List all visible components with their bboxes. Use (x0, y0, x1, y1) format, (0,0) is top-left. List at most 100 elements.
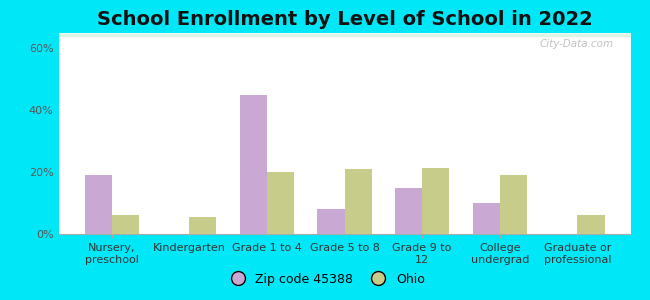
Bar (58, 34, 630, 36)
Bar (58, 34, 630, 36)
Bar (58, 34, 630, 36)
Bar (58, 34, 630, 37)
Bar (58, 34, 630, 36)
Bar (58, 34, 630, 35)
Bar (84, 175, 112, 234)
Bar (58, 33, 630, 35)
Bar (58, 35, 630, 37)
Bar (58, 34, 630, 36)
Bar (58, 34, 630, 36)
Bar (58, 34, 630, 36)
Bar (58, 33, 630, 35)
Bar (58, 34, 630, 36)
Bar (317, 209, 344, 234)
Bar (58, 34, 630, 37)
Bar (58, 34, 630, 36)
Bar (58, 34, 630, 36)
Bar (58, 34, 630, 36)
Bar (58, 34, 630, 36)
Bar (58, 35, 630, 37)
Bar (58, 34, 630, 36)
Bar (58, 34, 630, 35)
Bar (58, 33, 630, 35)
Bar (58, 34, 630, 35)
Bar (58, 34, 630, 37)
Title: School Enrollment by Level of School in 2022: School Enrollment by Level of School in … (97, 10, 592, 29)
Bar (58, 35, 630, 37)
Bar (58, 34, 630, 36)
Bar (58, 34, 630, 36)
Bar (58, 35, 630, 37)
Bar (58, 34, 630, 36)
Bar (58, 34, 630, 37)
Bar (58, 34, 630, 36)
Bar (58, 34, 630, 36)
Bar (58, 33, 630, 35)
Bar (58, 35, 630, 37)
Bar (58, 34, 630, 36)
Bar (58, 33, 630, 35)
Bar (58, 34, 630, 36)
Bar (267, 172, 294, 234)
Bar (112, 215, 139, 234)
Bar (58, 35, 630, 37)
Bar (58, 33, 630, 35)
Bar (58, 35, 630, 37)
Bar (58, 34, 630, 37)
Bar (58, 33, 630, 35)
Bar (58, 34, 630, 36)
Bar (58, 34, 630, 36)
Bar (500, 175, 527, 234)
Bar (58, 34, 630, 36)
Bar (189, 217, 216, 234)
Bar (58, 34, 630, 36)
Bar (58, 33, 630, 35)
Bar (58, 35, 630, 37)
Bar (58, 35, 630, 37)
Bar (58, 34, 630, 36)
Bar (58, 34, 630, 37)
Bar (58, 34, 630, 36)
Bar (58, 35, 630, 37)
Bar (58, 33, 630, 35)
Bar (58, 35, 630, 37)
Bar (58, 34, 630, 36)
Bar (58, 34, 630, 37)
Bar (58, 33, 630, 35)
Bar (58, 33, 630, 35)
Bar (58, 34, 630, 36)
Bar (58, 34, 630, 36)
Bar (344, 169, 372, 234)
Bar (240, 95, 267, 234)
Bar (58, 34, 630, 36)
Bar (58, 33, 630, 35)
Bar (58, 33, 630, 35)
Bar (58, 34, 630, 36)
Bar (58, 35, 630, 37)
Bar (58, 34, 630, 36)
Bar (58, 33, 630, 35)
Bar (58, 34, 630, 36)
Bar (58, 34, 630, 36)
Bar (577, 215, 605, 234)
Bar (58, 33, 630, 35)
Bar (58, 35, 630, 37)
Legend: Zip code 45388, Ohio: Zip code 45388, Ohio (220, 268, 430, 291)
Bar (58, 35, 630, 37)
Text: City-Data.com: City-Data.com (540, 39, 614, 49)
Bar (58, 33, 630, 35)
Bar (58, 33, 630, 35)
Bar (58, 34, 630, 36)
Bar (58, 34, 630, 36)
Bar (58, 34, 630, 37)
Bar (58, 33, 630, 35)
Bar (58, 33, 630, 35)
Bar (58, 34, 630, 36)
Bar (58, 34, 630, 37)
Bar (58, 34, 630, 36)
Bar (58, 34, 630, 37)
Bar (395, 188, 422, 234)
Bar (58, 35, 630, 37)
Bar (58, 34, 630, 36)
Bar (58, 34, 630, 37)
